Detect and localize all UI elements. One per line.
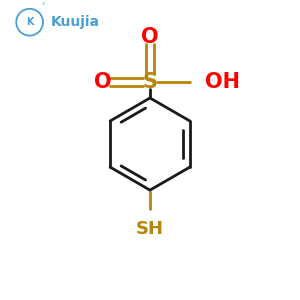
Text: SH: SH [136,220,164,238]
Text: Kuujia: Kuujia [51,15,100,29]
Text: K: K [26,17,33,27]
Text: °: ° [41,3,45,9]
Text: OH: OH [205,72,240,92]
Text: S: S [142,72,158,92]
Text: O: O [141,27,159,47]
Text: O: O [94,72,111,92]
